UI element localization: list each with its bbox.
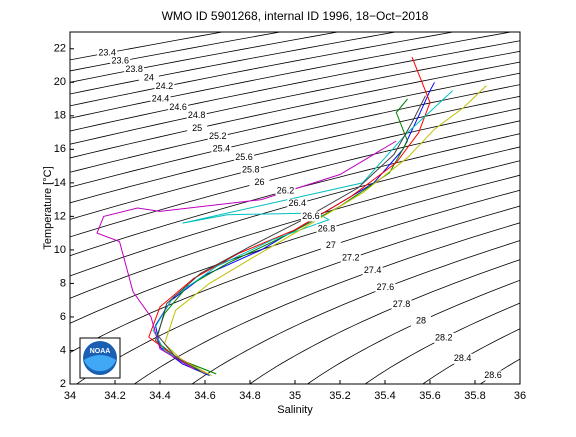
x-tick-label: 34.8: [239, 390, 260, 402]
contour-label: 25.6: [235, 152, 253, 162]
contour-label: 24.8: [188, 110, 206, 120]
contour-label: 27.6: [377, 282, 395, 292]
y-tick-label: 10: [54, 244, 66, 256]
y-tick-label: 20: [54, 76, 66, 88]
x-tick-label: 34: [64, 390, 76, 402]
y-tick-label: 16: [54, 143, 66, 155]
contour-label: 27.2: [342, 253, 360, 263]
chart-title: WMO ID 5901268, internal ID 1996, 18−Oct…: [162, 9, 429, 23]
y-tick-label: 22: [54, 43, 66, 55]
contour-label: 25.2: [209, 131, 227, 141]
contour-label: 24.2: [156, 81, 174, 91]
contour-label: 24.6: [169, 102, 187, 112]
contour-label: 26.8: [318, 223, 336, 233]
x-tick-label: 34.2: [104, 390, 125, 402]
contour-label: 28.2: [435, 332, 453, 342]
noaa-logo: NOAA: [80, 338, 120, 378]
x-tick-label: 36: [514, 390, 526, 402]
contour-label: 24.4: [152, 93, 170, 103]
x-tick-label: 35.6: [419, 390, 440, 402]
logo-text: NOAA: [90, 348, 111, 355]
y-tick-label: 2: [60, 378, 66, 390]
contour-label: 27: [326, 240, 336, 250]
x-tick-label: 34.4: [149, 390, 170, 402]
y-tick-label: 8: [60, 277, 66, 289]
contour-label: 25.4: [213, 144, 231, 154]
contour-label: 27.4: [364, 265, 382, 275]
y-tick-label: 18: [54, 110, 66, 122]
contour-label: 26.6: [302, 211, 320, 221]
x-tick-label: 34.6: [194, 390, 215, 402]
contour-label: 26.2: [277, 186, 295, 196]
contour-label: 26.4: [289, 198, 307, 208]
contour-label: 25.8: [242, 165, 260, 175]
y-tick-label: 4: [60, 344, 66, 356]
y-axis-label: Temperature [°C]: [42, 166, 54, 249]
x-tick-label: 35.2: [329, 390, 350, 402]
x-tick-label: 35: [289, 390, 301, 402]
contour-label: 26: [254, 177, 264, 187]
contour-label: 28: [416, 316, 426, 326]
y-tick-label: 6: [60, 311, 66, 323]
contour-label: 25: [192, 123, 202, 133]
x-axis-label: Salinity: [277, 404, 313, 416]
y-tick-label: 12: [54, 210, 66, 222]
contour-label: 28.4: [454, 353, 472, 363]
x-tick-label: 35.4: [374, 390, 395, 402]
contour-label: 28.6: [484, 370, 502, 380]
contour-label: 24: [144, 72, 154, 82]
y-tick-label: 14: [54, 177, 66, 189]
x-tick-label: 35.8: [464, 390, 485, 402]
contour-label: 27.8: [393, 299, 411, 309]
contour-label: 23.8: [125, 64, 143, 74]
